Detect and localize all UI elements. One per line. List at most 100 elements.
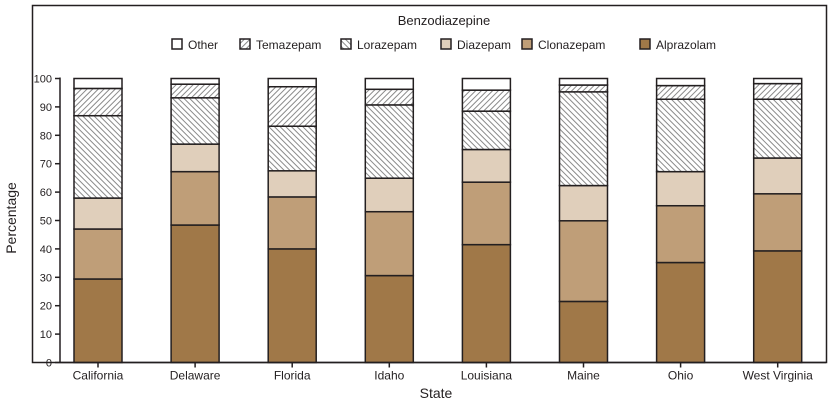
bar-segment-clonazepam <box>73 228 123 280</box>
bar-segment-alprazolam <box>170 224 220 364</box>
bar-west-virginia <box>752 77 803 364</box>
y-axis-label: Percentage <box>3 182 19 254</box>
chart-frame <box>31 4 828 364</box>
y-tick-label: 10 <box>40 329 52 341</box>
x-axis-label: State <box>420 385 453 401</box>
bar-segment-other <box>364 77 415 91</box>
bar-segment-clonazepam <box>267 196 317 250</box>
legend-swatch <box>239 38 251 50</box>
bar-segment-lorazepam <box>73 114 123 199</box>
bar-segment-temazepam <box>558 84 609 93</box>
legend-label: Clonazepam <box>538 38 605 52</box>
legend-item-other: Other <box>171 38 218 52</box>
bar-segment-clonazepam <box>461 181 512 246</box>
bar-segment-temazepam <box>267 85 317 127</box>
bar-segment-alprazolam <box>267 248 317 364</box>
legend-label: Diazepam <box>457 38 511 52</box>
bar-segment-clonazepam <box>752 193 803 252</box>
bar-delaware <box>170 77 220 364</box>
legend-item-clonazepam: Clonazepam <box>521 38 605 52</box>
bar-segment-temazepam <box>655 84 706 100</box>
bar-segment-temazepam <box>752 82 803 100</box>
bar-segment-other <box>752 77 803 85</box>
y-tick-label: 30 <box>40 272 52 284</box>
bar-segment-other <box>461 77 512 91</box>
bar-segment-temazepam <box>364 88 415 106</box>
legend-title: Benzodiazepine <box>398 13 491 28</box>
bar-segment-alprazolam <box>655 261 706 364</box>
bar-segment-other <box>267 77 317 88</box>
bar-segment-alprazolam <box>73 278 123 364</box>
bar-segment-lorazepam <box>364 104 415 179</box>
bar-segment-alprazolam <box>752 250 803 364</box>
x-tick-label: West Virginia <box>743 369 814 383</box>
y-tick-label: 50 <box>40 216 52 228</box>
bar-segment-diazepam <box>558 184 609 222</box>
bar-segment-lorazepam <box>170 97 220 145</box>
y-tick-label: 20 <box>40 301 52 313</box>
bar-segment-diazepam <box>752 157 803 195</box>
bar-segment-lorazepam <box>655 98 706 173</box>
x-tick-label: Idaho <box>374 369 404 383</box>
legend-label: Other <box>188 38 218 52</box>
y-axis: 0 10 20 30 40 50 60 70 80 90 100 <box>34 74 61 370</box>
bar-segment-diazepam <box>170 143 220 173</box>
bar-segment-diazepam <box>73 197 123 230</box>
bar-segment-other <box>558 77 609 86</box>
x-tick-label: Florida <box>274 369 311 383</box>
legend-item-temazepam: Temazepam <box>239 38 321 52</box>
bar-california <box>73 77 123 364</box>
y-tick-label: 90 <box>40 102 52 114</box>
y-tick-label: 100 <box>34 74 52 86</box>
x-tick-label: Ohio <box>668 369 694 383</box>
bar-segment-lorazepam <box>267 125 317 172</box>
legend-label: Temazepam <box>256 38 321 52</box>
bars <box>73 77 803 364</box>
x-tick-label: Louisiana <box>461 369 513 383</box>
bar-segment-clonazepam <box>364 210 415 277</box>
bar-segment-alprazolam <box>364 274 415 364</box>
y-tick-label: 70 <box>40 159 52 171</box>
bar-segment-lorazepam <box>752 98 803 159</box>
bar-segment-alprazolam <box>461 243 512 364</box>
bar-segment-temazepam <box>461 89 512 112</box>
y-tick-label: 40 <box>40 244 52 256</box>
x-tick-label: Maine <box>567 369 600 383</box>
bar-segment-other <box>73 77 123 90</box>
bar-segment-lorazepam <box>461 110 512 151</box>
bar-segment-diazepam <box>364 177 415 213</box>
legend-item-diazepam: Diazepam <box>440 38 511 52</box>
y-tick-label: 60 <box>40 187 52 199</box>
bar-segment-clonazepam <box>558 220 609 303</box>
bar-ohio <box>655 77 706 364</box>
bar-segment-alprazolam <box>558 300 609 364</box>
legend: Other Temazepam Lorazepam Diazepam Clonazepa… <box>171 38 716 52</box>
bar-segment-other <box>170 77 220 85</box>
bar-segment-diazepam <box>267 170 317 198</box>
x-tick-label: California <box>73 369 124 383</box>
bar-segment-temazepam <box>73 87 123 117</box>
bar-segment-diazepam <box>655 170 706 207</box>
y-tick-label: 0 <box>46 358 52 370</box>
legend-swatch <box>440 38 452 50</box>
bar-segment-other <box>655 77 706 87</box>
legend-item-alprazolam: Alprazolam <box>639 38 716 52</box>
bar-segment-lorazepam <box>558 91 609 187</box>
bar-segment-temazepam <box>170 83 220 99</box>
legend-swatch <box>340 38 352 50</box>
bar-florida <box>267 77 317 364</box>
x-axis: California Delaware Florida Idaho Louisiana M… <box>60 361 826 383</box>
legend-swatch <box>521 38 533 50</box>
bar-segment-diazepam <box>461 148 512 183</box>
legend-label: Alprazolam <box>656 38 716 52</box>
legend-swatch <box>171 38 183 50</box>
bar-segment-clonazepam <box>170 170 220 226</box>
bar-segment-clonazepam <box>655 204 706 264</box>
x-tick-label: Delaware <box>170 369 221 383</box>
bar-louisiana <box>461 77 512 364</box>
y-tick-label: 80 <box>40 130 52 142</box>
legend-item-lorazepam: Lorazepam <box>340 38 417 52</box>
legend-swatch <box>639 38 651 50</box>
bar-idaho <box>364 77 415 364</box>
